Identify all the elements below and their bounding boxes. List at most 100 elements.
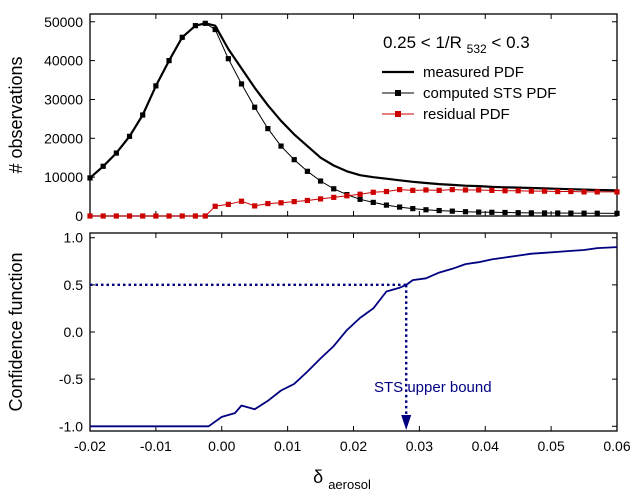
series-marker-1 (555, 210, 561, 216)
sts-upper-bound-label: STS upper bound (374, 379, 492, 396)
series-marker-2 (489, 187, 495, 193)
bottom-x-tick-label: 0.02 (340, 438, 367, 454)
bottom-x-tick-label: -0.02 (74, 438, 106, 454)
bottom-x-tick-label: -0.01 (140, 438, 172, 454)
series-marker-2 (568, 188, 574, 195)
series-marker-2 (87, 213, 93, 219)
series-marker-2 (238, 198, 245, 204)
bottom-y-tick-label: 0.0 (64, 324, 84, 340)
series-marker-1 (410, 206, 416, 212)
series-marker-1 (489, 209, 495, 215)
series-marker-2 (252, 203, 258, 209)
series-marker-2 (331, 194, 337, 200)
bottom-y-tick-label: 1.0 (64, 230, 84, 246)
series-marker-1 (397, 204, 403, 210)
series-marker-2 (462, 187, 469, 193)
series-line-0 (89, 22, 618, 192)
series-marker-1 (528, 210, 534, 216)
series-marker-1 (423, 207, 429, 213)
series-marker-1 (100, 163, 106, 169)
series-marker-2 (278, 200, 284, 206)
series-marker-2 (291, 199, 297, 205)
series-marker-2 (100, 213, 106, 219)
bottom-plot-frame (89, 232, 618, 432)
top-annotation-prefix: 0.25 < 1/R (383, 33, 462, 52)
x-axis-title-main: δ (313, 467, 323, 487)
series-marker-2 (225, 201, 231, 207)
series-marker-1 (192, 23, 198, 29)
series-marker-2 (594, 189, 600, 195)
legend-label: residual PDF (423, 106, 510, 123)
series-marker-1 (166, 58, 172, 64)
series-marker-2 (126, 213, 133, 219)
series-marker-2 (304, 197, 310, 204)
bottom-y-tick-label: 0.5 (64, 277, 84, 293)
bottom-series-group (90, 246, 618, 430)
series-marker-1 (278, 143, 284, 149)
series-marker-1 (304, 168, 310, 174)
series-marker-2 (476, 187, 482, 193)
legend-label: computed STS PDF (423, 85, 556, 102)
series-marker-1 (515, 210, 521, 216)
legend-swatch-marker (395, 90, 401, 96)
series-marker-1 (383, 202, 390, 208)
series-marker-2 (410, 187, 416, 193)
series-marker-1 (614, 210, 620, 216)
series-marker-2 (502, 188, 508, 194)
series-marker-2 (179, 213, 185, 219)
series-marker-2 (555, 188, 561, 195)
series-marker-1 (140, 112, 146, 118)
series-marker-1 (476, 209, 482, 215)
bottom-x-tick-label: 0.05 (538, 438, 565, 454)
top-annotation-subscript: 532 (467, 42, 487, 56)
series-marker-2 (140, 213, 146, 219)
series-marker-1 (126, 133, 133, 139)
series-marker-1 (436, 207, 442, 214)
bottom-axes: -1.0 -0.5 0.0 0.5 1.0 -0.02 -0.01 0.00 0.01 0.02 0… (59, 230, 631, 454)
top-annotation-suffix: < 0.3 (491, 33, 529, 52)
series-marker-1 (449, 208, 455, 214)
series-marker-2 (192, 213, 198, 219)
top-annotation: 0.25 < 1/R 532 < 0.3 (383, 33, 530, 56)
series-marker-2 (515, 188, 521, 194)
series-marker-1 (291, 157, 297, 163)
series-marker-2 (113, 213, 119, 219)
legend: measured PDF computed STS PDF residual PDF (382, 64, 556, 123)
top-y-tick-label: 0 (75, 208, 83, 224)
series-marker-1 (581, 210, 587, 216)
series-marker-2 (449, 186, 455, 193)
bottom-y-tick-label: -0.5 (59, 371, 83, 387)
series-marker-1 (331, 186, 337, 192)
top-y-tick-label: 50000 (44, 14, 83, 30)
series-marker-2 (357, 191, 363, 197)
series-line-1 (89, 22, 618, 214)
series-marker-1 (462, 209, 469, 215)
series-marker-2 (265, 200, 271, 207)
series-marker-2 (202, 213, 208, 219)
series-marker-2 (370, 189, 376, 195)
top-y-tick-label: 10000 (44, 169, 83, 185)
series-marker-1 (179, 34, 185, 40)
series-marker-2 (153, 213, 159, 219)
series-marker-2 (436, 187, 442, 193)
bottom-y-tick-label: -1.0 (59, 418, 83, 434)
series-marker-1 (594, 210, 600, 216)
legend-swatch-marker (395, 111, 401, 117)
legend-label: measured PDF (423, 64, 524, 81)
series-marker-1 (212, 26, 218, 33)
series-marker-1 (502, 209, 508, 216)
bottom-x-tick-label: 0.06 (603, 438, 630, 454)
top-panel: 0 10000 20000 30000 40000 50000 # observation… (6, 13, 620, 224)
x-axis-title: δ aerosol (313, 467, 371, 492)
bottom-x-tick-label: 0.04 (472, 438, 499, 454)
top-y-axis-title: # observations (6, 56, 26, 173)
series-marker-2 (383, 188, 390, 195)
series-marker-2 (317, 196, 324, 202)
series-marker-1 (541, 210, 548, 216)
series-marker-1 (252, 104, 258, 110)
x-axis-title-subscript: aerosol (328, 477, 371, 492)
series-marker-1 (238, 81, 245, 87)
confidence-line (90, 246, 618, 428)
series-marker-2 (397, 186, 403, 193)
